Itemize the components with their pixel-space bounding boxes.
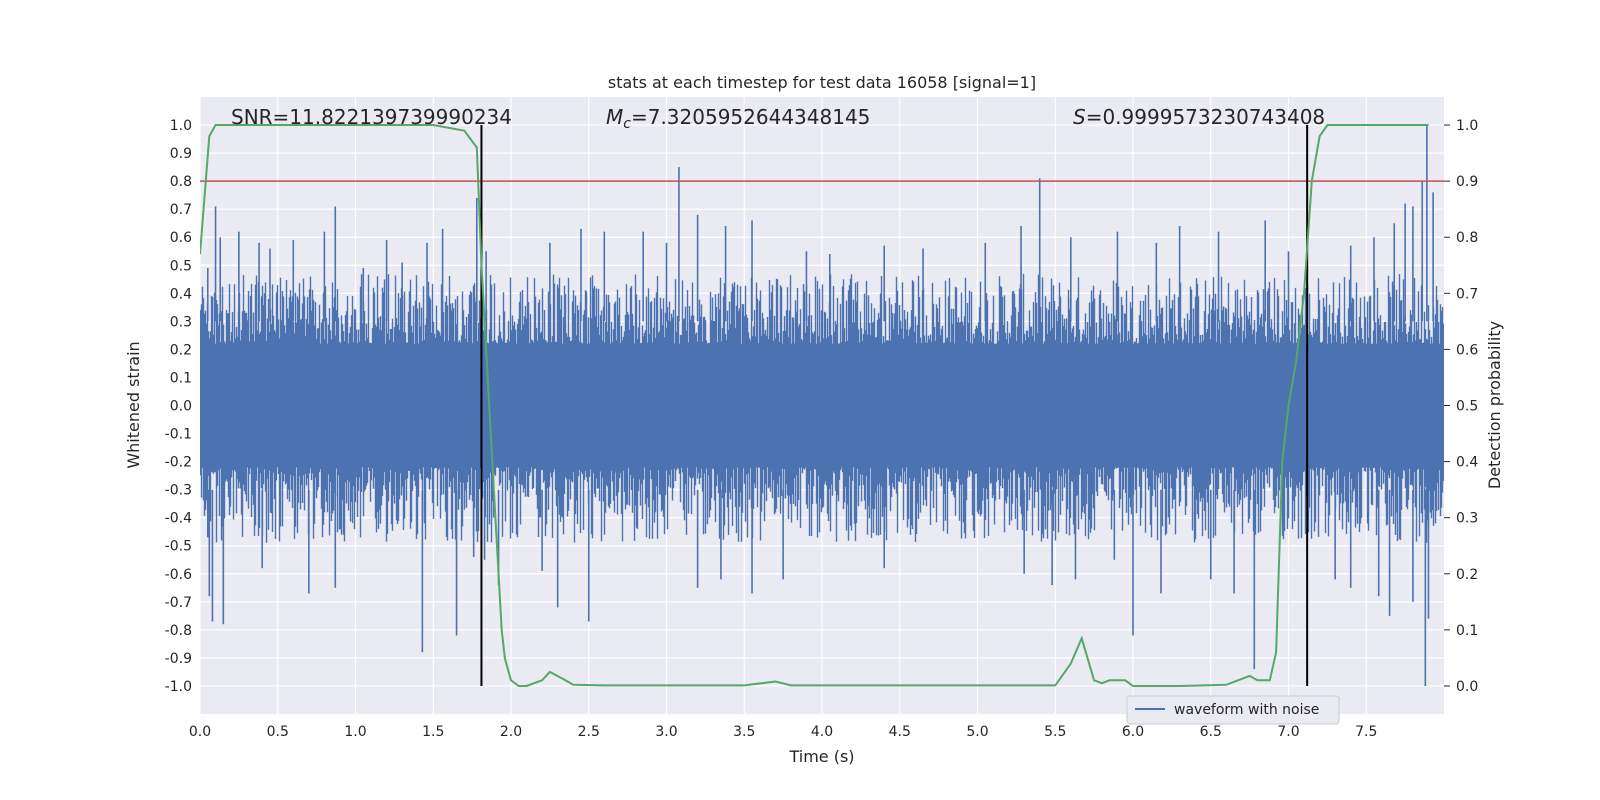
left-tick-label: -0.1 xyxy=(165,427,192,443)
left-tick-label: 0.3 xyxy=(170,314,192,330)
score-value: =0.9999573230743408 xyxy=(1086,105,1325,129)
left-tick-label: -0.9 xyxy=(165,651,192,667)
left-axis-label: Whitened strain xyxy=(124,341,143,468)
x-tick-label: 3.5 xyxy=(733,724,755,740)
left-axis-ticks: 1.0 0.9 0.8 0.7 0.6 0.5 0.4 0.3 0.2 0.1 0.0 -0.1 -0.… xyxy=(165,118,192,695)
left-tick-label: -0.2 xyxy=(165,455,192,471)
left-tick-label: 0.9 xyxy=(170,146,192,162)
right-tick-label: 1.0 xyxy=(1456,118,1478,134)
x-tick-label: 1.0 xyxy=(344,724,366,740)
right-tick-label: 0.7 xyxy=(1456,286,1478,302)
snr-annotation: SNR=11.822139739990234 xyxy=(231,105,512,129)
right-tick-label: 0.5 xyxy=(1456,399,1478,415)
left-tick-label: -0.3 xyxy=(165,483,192,499)
chirp-mass-subscript: c xyxy=(623,116,631,132)
legend-label: waveform with noise xyxy=(1174,702,1319,718)
left-tick-label: 0.1 xyxy=(170,370,192,386)
left-tick-label: 0.7 xyxy=(170,202,192,218)
left-tick-label: 1.0 xyxy=(170,118,192,134)
left-tick-label: 0.2 xyxy=(170,342,192,358)
x-tick-label: 6.5 xyxy=(1200,724,1222,740)
chirp-mass-symbol: M xyxy=(606,105,623,129)
x-tick-label: 0.0 xyxy=(189,724,211,740)
x-tick-label: 4.5 xyxy=(889,724,911,740)
left-tick-label: -0.7 xyxy=(165,595,192,611)
right-axis-ticks: 1.0 0.9 0.8 0.7 0.6 0.5 0.4 0.3 0.2 0.1 0.0 xyxy=(1444,118,1478,695)
right-tick-label: 0.4 xyxy=(1456,455,1478,471)
chirp-mass-value: =7.3205952644348145 xyxy=(631,105,870,129)
vertical-markers xyxy=(480,125,1309,686)
left-tick-label: -1.0 xyxy=(165,679,192,695)
left-tick-label: -0.4 xyxy=(165,511,192,527)
detection-probability-line xyxy=(200,124,1429,687)
right-tick-label: 0.3 xyxy=(1456,511,1478,527)
score-symbol: S xyxy=(1073,105,1086,129)
chart-title: stats at each timestep for test data 160… xyxy=(608,73,1036,92)
left-tick-label: -0.5 xyxy=(165,539,192,555)
right-axis-label: Detection probability xyxy=(1485,321,1504,489)
left-tick-label: 0.4 xyxy=(170,286,192,302)
right-tick-label: 0.6 xyxy=(1456,342,1478,358)
x-tick-label: 1.5 xyxy=(422,724,444,740)
x-tick-label: 5.5 xyxy=(1044,724,1066,740)
x-axis-ticks: 0.0 0.5 1.0 1.5 2.0 2.5 3.0 3.5 4.0 4.5 5.0 5.5 6.0 6… xyxy=(189,724,1378,740)
x-tick-label: 6.0 xyxy=(1122,724,1144,740)
legend: waveform with noise xyxy=(1126,695,1340,725)
left-tick-label: 0.5 xyxy=(170,258,192,274)
x-axis-label: Time (s) xyxy=(788,747,854,766)
right-tick-label: 0.0 xyxy=(1456,679,1478,695)
left-tick-label: -0.8 xyxy=(165,623,192,639)
left-tick-label: -0.6 xyxy=(165,567,192,583)
x-tick-label: 7.0 xyxy=(1277,724,1299,740)
legend-box xyxy=(1126,695,1340,725)
right-tick-label: 0.9 xyxy=(1456,174,1478,190)
waveform-series xyxy=(200,125,1444,686)
left-tick-label: 0.0 xyxy=(170,399,192,415)
left-tick-label: 0.8 xyxy=(170,174,192,190)
left-tick-label: 0.6 xyxy=(170,230,192,246)
x-tick-label: 3.0 xyxy=(655,724,677,740)
right-tick-label: 0.1 xyxy=(1456,623,1478,639)
x-tick-label: 0.5 xyxy=(267,724,289,740)
x-tick-label: 2.0 xyxy=(500,724,522,740)
score-annotation: S=0.9999573230743408 xyxy=(1073,105,1325,129)
right-tick-label: 0.2 xyxy=(1456,567,1478,583)
right-tick-label: 0.8 xyxy=(1456,230,1478,246)
chirp-mass-annotation: Mc=7.3205952644348145 xyxy=(606,105,870,132)
x-tick-label: 2.5 xyxy=(578,724,600,740)
x-tick-label: 7.5 xyxy=(1355,724,1377,740)
x-tick-label: 4.0 xyxy=(811,724,833,740)
x-tick-label: 5.0 xyxy=(966,724,988,740)
